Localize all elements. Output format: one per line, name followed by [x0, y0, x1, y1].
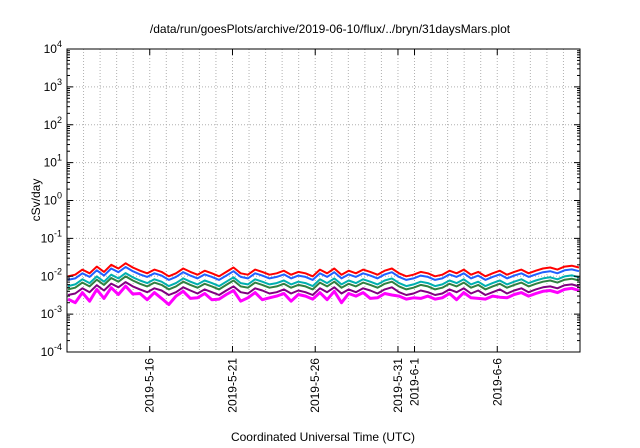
y-tick-label: 10-1: [41, 228, 62, 245]
x-tick-label: 2019-6-1: [408, 358, 422, 406]
series-line-4: [67, 275, 580, 291]
plot-frame: [66, 48, 581, 353]
series-line-1: [67, 262, 580, 278]
x-tick-label: 2019-5-31: [391, 358, 405, 413]
x-tick-label: 2019-5-26: [308, 358, 322, 413]
y-tick-label: 101: [44, 153, 62, 170]
y-tick-label: 10-2: [41, 266, 62, 283]
y-axis-label: cSv/day: [29, 179, 43, 222]
axis-ticks: [67, 48, 580, 353]
series-line-3: [67, 272, 580, 288]
series-line-2: [67, 266, 580, 281]
series-line-5: [67, 281, 580, 296]
x-tick-labels: 2019-5-16 2019-5-21 2019-5-26 2019-5-31 2019…: [143, 358, 505, 413]
x-axis-label: Coordinated Universal Time (UTC): [231, 430, 415, 444]
grid-lines: [67, 49, 580, 352]
y-tick-label: 10-3: [41, 304, 62, 321]
series-line-6: [67, 284, 580, 306]
y-tick-label: 103: [44, 77, 62, 94]
x-tick-label: 2019-6-6: [490, 358, 504, 406]
chart-title: /data/run/goesPlots/archive/2019-06-10/f…: [150, 22, 511, 36]
series-group: [67, 262, 580, 306]
y-tick-label: 102: [44, 115, 62, 132]
y-tick-label: 104: [44, 39, 62, 56]
x-tick-label: 2019-5-16: [143, 358, 157, 413]
y-tick-label: 10-4: [41, 342, 62, 359]
y-tick-label: 100: [44, 191, 62, 208]
x-tick-label: 2019-5-21: [225, 358, 239, 413]
y-tick-labels: 10-4 10-3 10-2 10-1 100 101 102 103 104: [41, 39, 62, 359]
